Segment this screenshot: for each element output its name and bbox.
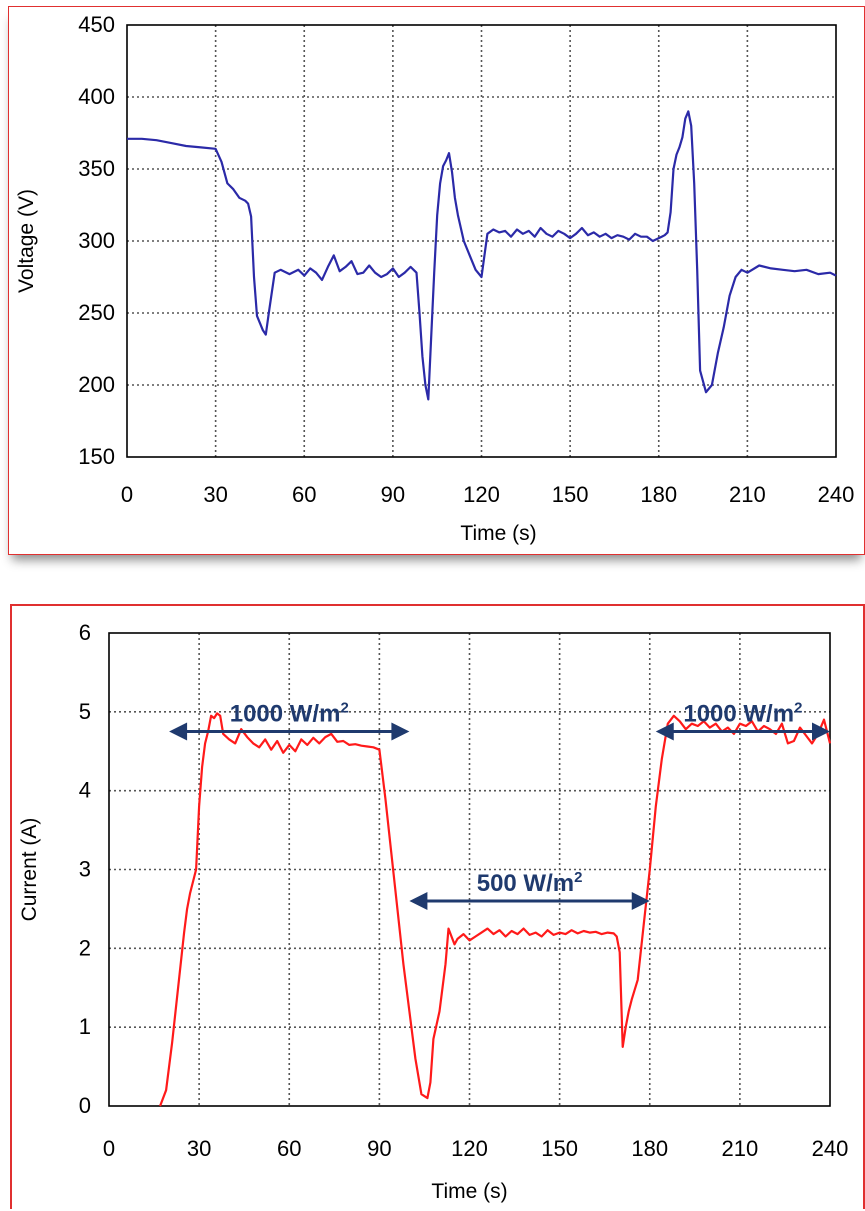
voltage-chart-panel: 0 30 60 90 120 150 180 210 240 150 200 250 300 350 400… [8,6,865,555]
series-line [127,110,837,401]
series-line [159,712,832,1107]
current-chart-panel: 0 30 60 90 120 150 180 210 240 0 1 2 3 4 5 6 Time (s) Cur… [10,604,865,1209]
y-tick-label: 350 [78,156,115,181]
annotation-arrowhead-right [812,722,830,741]
current-chart: 0 30 60 90 120 150 180 210 240 0 1 2 3 4 5 6 Time (s) Cur… [18,620,849,1203]
y-tick-label: 6 [79,620,91,645]
voltage-chart: 0 30 60 90 120 150 180 210 240 150 200 250 300 350 400… [15,12,855,545]
y-tick-label: 400 [78,84,115,109]
y-tick-label: 2 [79,935,91,960]
irradiance-annotation-2: 500 W/m2 [409,869,650,911]
y-tick-label: 450 [78,12,115,37]
x-tick-label: 90 [367,1136,391,1161]
x-axis-label: Time (s) [460,522,536,545]
annotation-label: 500 W/m2 [477,869,583,897]
y-tick-label: 1 [79,1014,91,1039]
x-tick-label: 30 [187,1136,211,1161]
irradiance-annotation-3: 1000 W/m2 [655,700,830,741]
plot-area-border [126,24,837,458]
x-tick-label: 150 [552,482,589,507]
x-tick-label: 180 [640,482,677,507]
x-tick-label: 120 [463,482,500,507]
annotation-arrowhead-left [169,722,188,741]
annotation-arrowhead-right [631,892,650,911]
plot-area-border [108,632,831,1107]
annotation-label: 1000 W/m2 [683,700,802,728]
y-tick-label: 300 [78,228,115,253]
x-tick-label: 30 [203,482,227,507]
annotation-arrowhead-left [409,892,428,911]
x-tick-label: 120 [451,1136,488,1161]
x-tick-label: 90 [381,482,405,507]
y-tick-label: 0 [79,1093,91,1118]
x-tick-label: 210 [722,1136,759,1161]
irradiance-annotation-1: 1000 W/m2 [169,700,410,741]
x-tick-label: 240 [818,482,855,507]
x-tick-label: 210 [729,482,766,507]
y-tick-label: 150 [78,444,115,469]
x-tick-label: 240 [812,1136,849,1161]
y-axis-label: Voltage (V) [15,189,38,293]
x-axis-label: Time (s) [431,1180,507,1203]
annotation-arrowhead-left [655,722,674,741]
y-tick-label: 250 [78,300,115,325]
y-axis-label: Current (A) [18,818,41,922]
y-tick-label: 4 [79,778,91,803]
y-tick-label: 5 [79,699,91,724]
x-tick-label: 0 [103,1136,115,1161]
x-tick-label: 60 [292,482,316,507]
y-tick-label: 200 [78,372,115,397]
x-tick-label: 0 [121,482,133,507]
x-tick-label: 60 [277,1136,301,1161]
x-tick-label: 150 [541,1136,578,1161]
x-tick-label: 180 [631,1136,668,1161]
annotation-arrowhead-right [391,722,410,741]
y-tick-label: 3 [79,857,91,882]
annotation-label: 1000 W/m2 [230,700,349,728]
